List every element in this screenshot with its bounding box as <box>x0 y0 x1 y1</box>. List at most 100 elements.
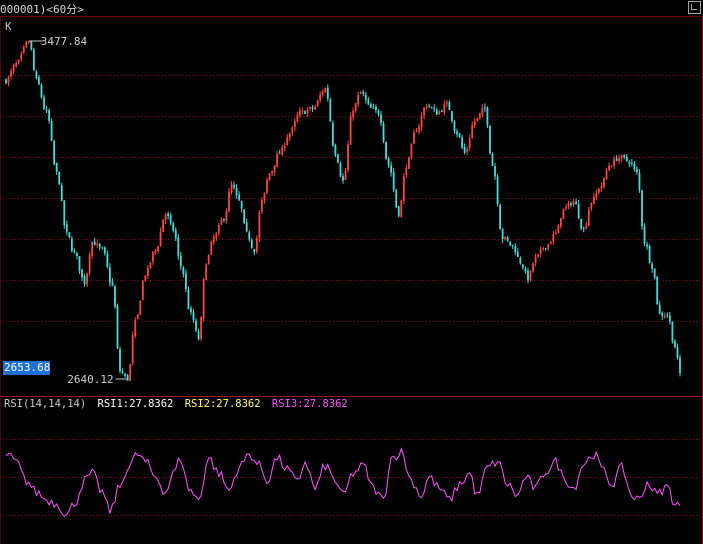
candle-body <box>185 273 187 290</box>
candle-body <box>20 53 23 60</box>
candle-body <box>337 154 339 163</box>
candle-body <box>96 243 99 245</box>
candle-body <box>192 312 195 321</box>
candle-body <box>334 145 337 156</box>
candle-body <box>494 166 496 177</box>
candle-body <box>283 145 286 149</box>
window-restore-icon[interactable] <box>688 1 701 14</box>
candle-body <box>27 41 30 43</box>
candle-body <box>397 206 400 217</box>
candle-body <box>136 314 139 320</box>
candle-body <box>547 244 550 249</box>
candle-body <box>197 331 200 340</box>
candle-body <box>50 121 53 141</box>
candle-body <box>630 162 633 164</box>
candle-body <box>309 107 311 109</box>
candle-body <box>119 349 121 372</box>
candle-body <box>438 111 441 115</box>
candle-body <box>476 117 479 121</box>
rsi-legend: RSI(14,14,14) RSI1:27.8362 RSI2:27.8362 … <box>4 398 353 410</box>
rsi-panel <box>0 397 703 544</box>
candle-body <box>357 95 360 105</box>
candle-body <box>15 63 18 66</box>
candle-body <box>428 105 431 107</box>
candle-body <box>339 163 342 177</box>
candle-body <box>271 171 273 174</box>
candle-body <box>169 215 172 224</box>
high-price-label: 3477.84 <box>41 35 88 48</box>
candle-body <box>167 213 170 217</box>
candle-body <box>380 114 382 123</box>
candle-body <box>658 304 661 314</box>
candle-body <box>529 270 532 280</box>
candle-body <box>615 158 618 161</box>
rsi3-value: RSI3:27.8362 <box>271 398 348 410</box>
candle-body <box>613 158 616 166</box>
chart-title-bar: 000001)<60分> <box>0 0 703 17</box>
candle-body <box>628 161 631 164</box>
candle-body <box>582 228 585 230</box>
candle-body <box>501 228 504 240</box>
kline-corner-label: K <box>5 20 12 33</box>
candle-body <box>590 202 593 210</box>
candle-body <box>671 321 674 342</box>
candle-body <box>134 319 137 336</box>
candle-body <box>25 41 28 48</box>
candle-body <box>83 276 86 284</box>
candle-body <box>509 241 512 246</box>
candle-body <box>233 185 235 188</box>
candle-body <box>225 211 228 221</box>
candle-body <box>633 163 636 169</box>
candle-body <box>258 212 261 239</box>
candle-body <box>144 275 147 281</box>
candle-body <box>456 131 458 135</box>
candle-body <box>311 107 314 109</box>
candle-body <box>108 267 111 283</box>
candle-body <box>245 222 248 232</box>
candle-body <box>299 110 301 116</box>
candle-body <box>651 263 654 269</box>
candle-body <box>326 87 329 99</box>
candle-body <box>60 185 63 201</box>
candle-body <box>387 158 390 166</box>
candle-body <box>217 225 220 234</box>
candle-body <box>76 253 78 256</box>
candle-body <box>592 196 595 204</box>
candle-body <box>656 276 659 305</box>
candle-body <box>557 225 560 234</box>
candle-body <box>276 153 279 167</box>
price-gridlines <box>0 17 703 397</box>
candle-body <box>608 165 610 170</box>
candle-body <box>542 248 545 250</box>
candle-body <box>554 232 557 234</box>
candle-body <box>30 40 33 50</box>
candle-body <box>319 94 322 101</box>
candle-body <box>38 77 40 85</box>
candle-body <box>205 264 208 280</box>
candle-body <box>413 132 415 144</box>
candle-body <box>324 88 327 93</box>
candle-body <box>349 116 352 145</box>
candle-body <box>273 165 276 173</box>
candle-body <box>598 189 600 193</box>
candle-body <box>367 99 370 105</box>
candle-body <box>620 155 623 159</box>
candle-body <box>499 204 501 230</box>
candle-body <box>595 192 598 198</box>
candle-body <box>154 249 157 253</box>
candle-body <box>504 236 507 239</box>
candle-body <box>329 99 332 122</box>
candlestick-series <box>5 40 681 381</box>
candle-body <box>58 171 61 185</box>
candle-body <box>625 156 628 161</box>
candle-body <box>567 203 570 207</box>
candle-body <box>268 173 271 181</box>
candle-body <box>402 175 405 202</box>
candle-body <box>162 219 164 232</box>
candle-body <box>473 120 476 126</box>
candle-body <box>172 223 175 231</box>
candle-body <box>610 166 613 168</box>
candle-body <box>202 279 205 319</box>
candle-body <box>228 191 230 212</box>
candle-body <box>139 300 142 316</box>
